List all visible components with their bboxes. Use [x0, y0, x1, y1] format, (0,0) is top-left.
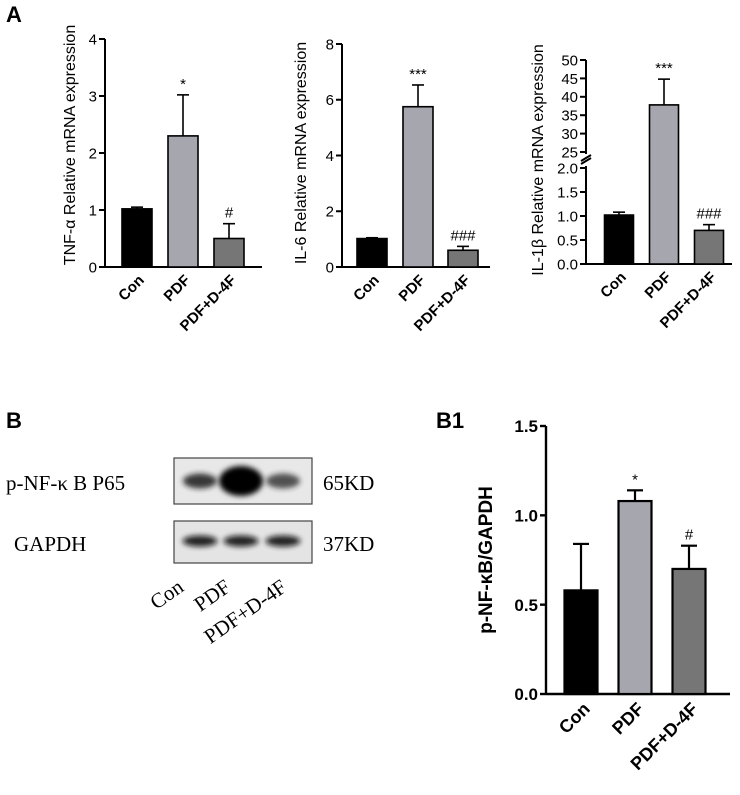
significance-mark: *** [409, 66, 427, 83]
bar [693, 229, 725, 265]
y-tick-label: 40 [561, 89, 578, 106]
y-tick-label: 1.0 [514, 506, 538, 525]
bar [603, 214, 635, 265]
bar [617, 499, 653, 696]
y-tick-label: 25 [561, 144, 578, 161]
y-tick-label: 35 [561, 108, 578, 125]
nfkb-chart: 0.00.51.01.5Con*PDF#PDF+D-4Fp-NF-κB/GAPD… [476, 417, 730, 774]
bar [447, 249, 479, 268]
y-tick-label: 1.5 [557, 184, 578, 201]
significance-mark: * [632, 471, 638, 488]
blot-band [266, 473, 300, 489]
category-label: Con [350, 272, 383, 305]
bar [402, 105, 434, 268]
blot-label-gapdh: GAPDH [14, 532, 86, 556]
bar [167, 135, 199, 268]
category-label: PDF [608, 699, 648, 739]
category-label: PDF [161, 272, 194, 305]
y-tick-label: 0.0 [557, 256, 578, 273]
il1b-chart: 0.00.51.01.52.0253035404550Con***PDF###P… [530, 44, 732, 332]
blot-band [183, 473, 217, 489]
blot-band [182, 535, 218, 547]
bar [648, 104, 680, 265]
significance-mark: ### [696, 206, 722, 223]
y-tick-label: 1.0 [557, 208, 578, 225]
y-tick-label: 8 [326, 36, 334, 53]
blot-bands [182, 466, 301, 547]
significance-mark: ### [450, 227, 476, 244]
panel-label-a: A [6, 2, 22, 27]
bar [671, 567, 707, 696]
y-tick-label: 0.0 [514, 685, 538, 704]
category-label: PDF [396, 272, 429, 305]
y-axis-label: p-NF-κB/GAPDH [476, 486, 497, 634]
y-tick-label: 3 [89, 88, 97, 105]
blot-size-gapdh: 37KD [323, 532, 374, 556]
bar [356, 237, 388, 268]
blot-size-p65: 65KD [323, 471, 374, 495]
bar [563, 589, 599, 696]
y-tick-label: 6 [326, 92, 334, 109]
y-tick-label: 0 [89, 259, 97, 276]
axis-break-mark [580, 157, 592, 165]
category-label: Con [597, 269, 630, 302]
significance-mark: # [225, 205, 234, 222]
y-tick-label: 0 [326, 259, 334, 276]
y-tick-label: 30 [561, 126, 578, 143]
blot-band [219, 466, 263, 496]
y-tick-label: 50 [561, 52, 578, 69]
y-tick-label: 2 [89, 145, 97, 162]
bar [121, 208, 153, 268]
y-tick-label: 4 [326, 148, 334, 165]
category-label: Con [115, 272, 148, 305]
y-tick-label: 0.5 [514, 596, 538, 615]
western-blot: p-NF-κ B P65 GAPDH 65KD 37KD Con PDF PDF… [6, 457, 374, 648]
significance-mark: * [180, 76, 186, 93]
significance-mark: # [685, 527, 694, 544]
y-axis-label: IL-1β Relative mRNA expression [530, 44, 547, 276]
y-tick-label: 2.0 [557, 160, 578, 177]
blot-band [265, 535, 301, 547]
blot-lane-con: Con [145, 574, 188, 614]
panel-label-b: B [6, 408, 22, 433]
blot-label-p65: p-NF-κ B P65 [6, 471, 125, 495]
bar [213, 237, 245, 268]
y-tick-label: 4 [89, 31, 97, 48]
y-tick-label: 2 [326, 204, 334, 221]
panel-label-b1: B1 [436, 408, 464, 433]
y-tick-label: 45 [561, 71, 578, 88]
blot-band [223, 535, 259, 547]
axis-break-mark [580, 154, 592, 162]
y-tick-label: 1.5 [514, 417, 538, 436]
category-label: Con [555, 699, 594, 738]
y-axis-label: IL-6 Relative mRNA expression [293, 42, 310, 264]
y-tick-label: 0.5 [557, 232, 578, 249]
y-axis-label: TNF-α Relative mRNA expression [62, 25, 79, 265]
category-label: PDF [642, 269, 675, 302]
significance-mark: *** [655, 60, 673, 77]
y-tick-label: 1 [89, 202, 97, 219]
